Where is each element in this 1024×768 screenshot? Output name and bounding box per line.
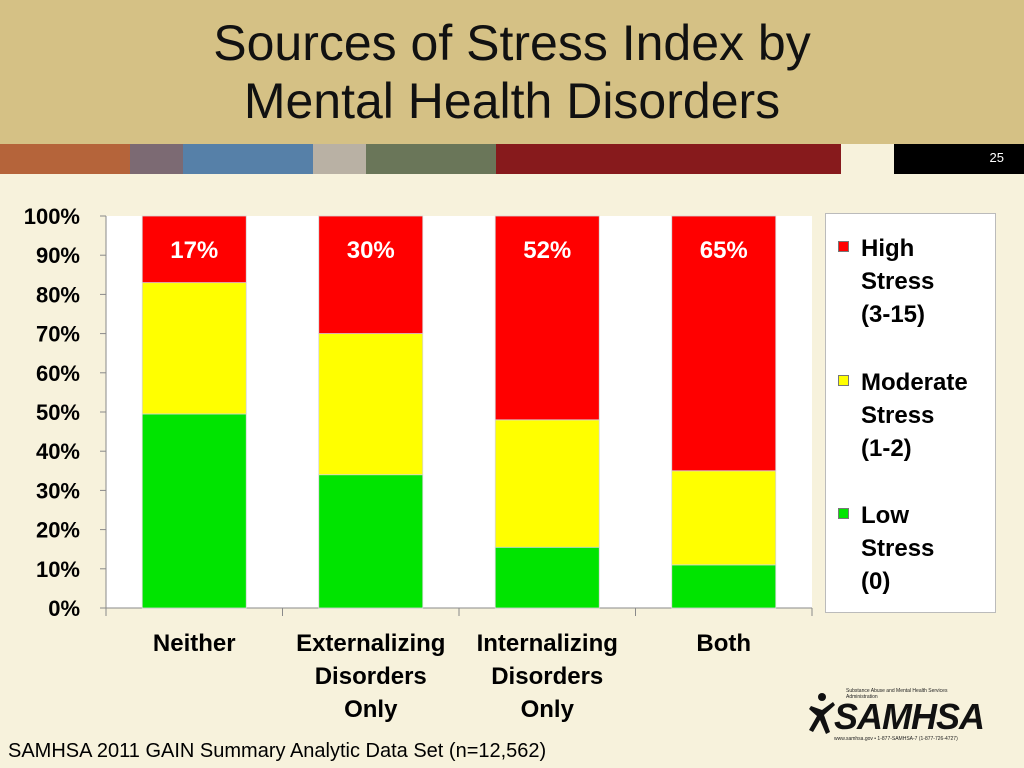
logo-tagline: Substance Abuse and Mental Health Servic… xyxy=(846,688,948,700)
y-tick-label: 70% xyxy=(36,322,80,347)
y-tick-label: 10% xyxy=(36,557,80,582)
x-category-label: Neither xyxy=(153,630,236,657)
stripe-segment xyxy=(0,144,130,174)
x-category-label: Disorders xyxy=(491,663,603,690)
chart-labels: 17% Neither 30% Externalizing Disorders Only 5… xyxy=(153,237,751,723)
bar-segment-moderate xyxy=(141,282,247,415)
bar-segment-low xyxy=(141,413,247,609)
legend-label-high: High Stress (3-15) xyxy=(861,235,935,328)
stacked-bar-chart: 0% 10% 20% 30% 40% 50% 60% 70% 80% 90% 100% 17% Nei… xyxy=(24,204,813,723)
y-tick-label: 0% xyxy=(48,596,80,621)
stripe-segment xyxy=(313,144,366,174)
bar-segment-high xyxy=(494,215,600,421)
data-label: 30% xyxy=(347,237,395,264)
x-category-label: Only xyxy=(344,696,398,723)
title-band xyxy=(0,0,1024,144)
slide-title-line-2: Mental Health Disorders xyxy=(243,73,781,129)
stripe-segment xyxy=(496,144,841,174)
bar-segment-moderate xyxy=(494,419,600,548)
figure-icon xyxy=(809,693,835,734)
bar-segment-high xyxy=(141,215,247,284)
data-label: 65% xyxy=(700,237,748,264)
decorative-color-stripe xyxy=(0,144,1024,174)
bar-segment-high xyxy=(671,215,777,472)
bar-segment-low xyxy=(494,546,600,609)
samhsa-logo: Substance Abuse and Mental Health Servic… xyxy=(808,686,985,746)
stripe-segment xyxy=(130,144,183,174)
legend-swatch-moderate xyxy=(838,375,849,386)
x-category-label: Internalizing xyxy=(477,630,618,657)
x-category-label: Both xyxy=(696,630,751,657)
slide-number: 25 xyxy=(989,150,1004,165)
bar-segment-low xyxy=(318,474,424,609)
chart-legend: High Stress (3-15) Moderate Stress (1-2)… xyxy=(825,213,996,613)
y-tick-label: 40% xyxy=(36,439,80,464)
data-label: 17% xyxy=(170,237,218,264)
legend-swatch-high xyxy=(838,241,849,252)
y-tick-label: 20% xyxy=(36,518,80,543)
legend-label-low: Low Stress (0) xyxy=(861,502,935,595)
bar-segment-moderate xyxy=(318,333,424,476)
y-tick-label: 60% xyxy=(36,361,80,386)
y-tick-label: 90% xyxy=(36,243,80,268)
slide-number-box: 25 xyxy=(894,144,1024,174)
y-tick-label: 50% xyxy=(36,400,80,425)
bar-segment-moderate xyxy=(671,470,777,566)
slide-title-line-1: Sources of Stress Index by xyxy=(213,15,811,71)
stripe-segment xyxy=(183,144,313,174)
chart-bars xyxy=(141,215,777,609)
logo-contact: www.samhsa.gov • 1-877-SAMHSA-7 (1-877-7… xyxy=(834,736,958,742)
y-tick-label: 100% xyxy=(24,204,80,229)
data-label: 52% xyxy=(523,237,571,264)
stripe-segment xyxy=(366,144,496,174)
source-footnote: SAMHSA 2011 GAIN Summary Analytic Data S… xyxy=(8,740,547,762)
stripe-segment xyxy=(841,144,894,174)
slide-title: Sources of Stress Index by Mental Health… xyxy=(0,14,1024,130)
bar-segment-low xyxy=(671,564,777,609)
x-category-label: Only xyxy=(521,696,575,723)
legend-swatch-low xyxy=(838,508,849,519)
legend-label-moderate: Moderate Stress (1-2) xyxy=(861,369,968,462)
x-category-label: Externalizing xyxy=(296,630,445,657)
x-category-label: Disorders xyxy=(315,663,427,690)
y-tick-label: 80% xyxy=(36,282,80,307)
logo-wordmark: SAMHSA xyxy=(834,696,985,737)
bar-segment-high xyxy=(318,215,424,334)
y-tick-label: 30% xyxy=(36,478,80,503)
